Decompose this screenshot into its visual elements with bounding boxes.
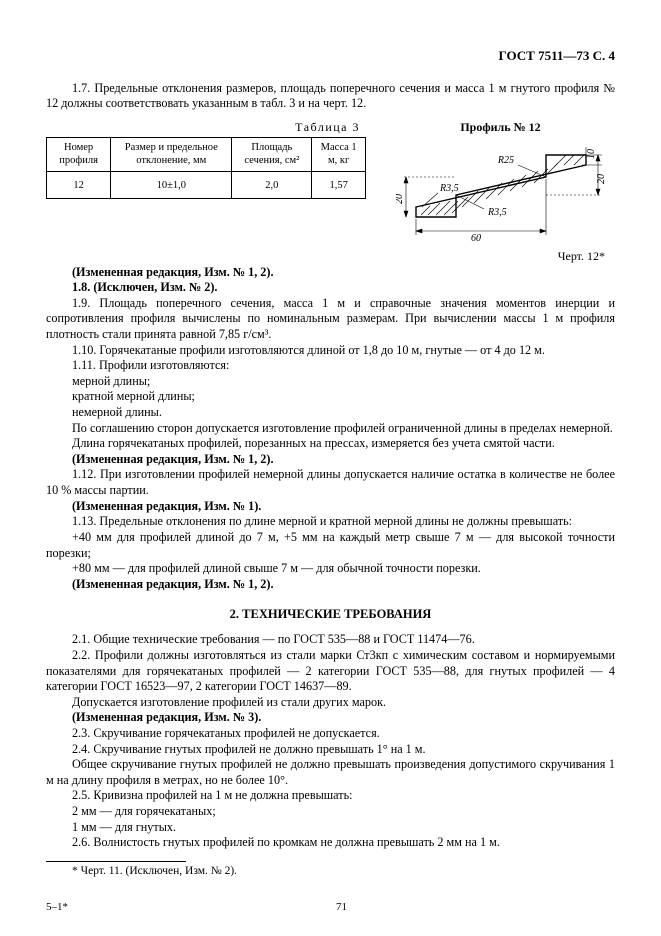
profile-drawing: 60 20 20 10 R25 R3,5 R3,5 <box>396 137 606 247</box>
para-line: кратной мерной длины; <box>46 389 615 405</box>
para-2-1: 2.1. Общие технические требования — по Г… <box>46 632 615 648</box>
para-line: Общее скручивание гнутых профилей не дол… <box>46 757 615 788</box>
para-2-3: 2.3. Скручивание горячекатаных профилей … <box>46 726 615 742</box>
table-cell: 1,57 <box>312 172 366 199</box>
footnote-rule <box>46 861 186 862</box>
note-izm: (Измененная редакция, Изм. № 3). <box>46 710 615 726</box>
col-header: Площадь сечения, см² <box>232 138 312 172</box>
para-line: Допускается изготовление профилей из ста… <box>46 695 615 711</box>
para-1-10: 1.10. Горячекатаные профили изготовляютс… <box>46 343 615 359</box>
para-2-2: 2.2. Профили должны изготовляться из ста… <box>46 648 615 695</box>
table-caption: Таблица 3 <box>46 120 366 135</box>
svg-text:R25: R25 <box>496 155 513 166</box>
figure-caption: Черт. 12* <box>386 249 615 264</box>
note-izm: (Измененная редакция, Изм. № 1, 2). <box>46 265 615 281</box>
footnote: * Черт. 11. (Исключен, Изм. № 2). <box>46 864 615 879</box>
col-header: Масса 1 м, кг <box>312 138 366 172</box>
para-1-7: 1.7. Предельные отклонения размеров, пло… <box>46 81 615 112</box>
section-2-title: 2. ТЕХНИЧЕСКИЕ ТРЕБОВАНИЯ <box>46 606 615 622</box>
para-2-4: 2.4. Скручивание гнутых профилей не долж… <box>46 742 615 758</box>
para-line: 2 мм — для горячекатаных; <box>46 804 615 820</box>
table-cell: 2,0 <box>232 172 312 199</box>
para-line: немерной длины. <box>46 405 615 421</box>
table-3-block: Таблица 3 Номер профиля Размер и предель… <box>46 120 366 200</box>
para-line: 1 мм — для гнутых. <box>46 820 615 836</box>
figure-12: Профиль № 12 <box>366 120 615 265</box>
para-line: мерной длины; <box>46 374 615 390</box>
page-footer: 5–1* 71 <box>46 900 615 914</box>
para-2-5: 2.5. Кривизна профилей на 1 м не должна … <box>46 788 615 804</box>
para-1-8: 1.8. (Исключен, Изм. № 2). <box>46 280 615 296</box>
note-izm: (Измененная редакция, Изм. № 1, 2). <box>46 577 615 593</box>
svg-text:10: 10 <box>586 149 597 159</box>
para-line: +40 мм для профилей длиной до 7 м, +5 мм… <box>46 530 615 561</box>
figure-title: Профиль № 12 <box>386 120 615 135</box>
para-1-11: 1.11. Профили изготовляются: <box>46 358 615 374</box>
footer-left: 5–1* <box>46 900 68 914</box>
svg-text:R3,5: R3,5 <box>487 207 507 218</box>
para-line: +80 мм — для профилей длиной свыше 7 м —… <box>46 561 615 577</box>
note-izm: (Измененная редакция, Изм. № 1, 2). <box>46 452 615 468</box>
svg-text:20: 20 <box>596 174 606 184</box>
table-cell: 12 <box>47 172 111 199</box>
table-cell: 10±1,0 <box>111 172 232 199</box>
page-header: ГОСТ 7511—73 С. 4 <box>46 48 615 65</box>
note-izm: (Измененная редакция, Изм. № 1). <box>46 499 615 515</box>
svg-text:20: 20 <box>396 194 405 204</box>
col-header: Размер и предельное отклонение, мм <box>111 138 232 172</box>
svg-text:R3,5: R3,5 <box>439 183 459 194</box>
para-line: По соглашению сторон допускается изготов… <box>46 421 615 437</box>
para-2-6: 2.6. Волнистость гнутых профилей по кром… <box>46 835 615 851</box>
para-1-12: 1.12. При изготовлении профилей немерной… <box>46 467 615 498</box>
page-number: 71 <box>46 900 615 914</box>
para-1-9: 1.9. Площадь поперечного сечения, масса … <box>46 296 615 343</box>
col-header: Номер профиля <box>47 138 111 172</box>
svg-text:60: 60 <box>471 233 481 244</box>
para-line: Длина горячекатаных профилей, порезанных… <box>46 436 615 452</box>
para-1-13: 1.13. Предельные отклонения по длине мер… <box>46 514 615 530</box>
table-3: Номер профиля Размер и предельное отклон… <box>46 137 366 199</box>
